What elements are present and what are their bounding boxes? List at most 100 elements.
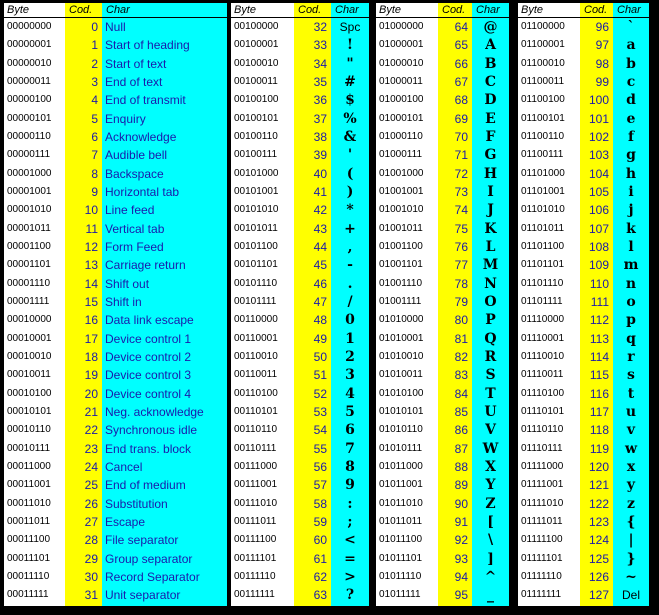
code-cell: 7 (91, 148, 98, 163)
char-cell: t (627, 385, 635, 402)
byte-cell: 00101001 (234, 185, 279, 197)
code-cell: 126 (588, 569, 609, 584)
char-cell: Shift in (105, 294, 142, 309)
table-row: 01100011 99 c (518, 73, 649, 91)
code-cell: 96 (595, 20, 609, 34)
char-cell: j (628, 202, 634, 219)
byte-cell: 01000101 (379, 112, 424, 124)
code-cell: 74 (454, 203, 468, 218)
char-cell: 3 (345, 367, 355, 384)
code-cell: 3 (91, 74, 98, 89)
byte-cell: 01011110 (379, 570, 422, 582)
byte-cell: 01000110 (379, 130, 423, 142)
char-cell: - (347, 257, 353, 274)
byte-cell: 00101111 (234, 295, 277, 307)
char-cell: _ (487, 587, 494, 604)
table-row: 00000010 2 Start of text (4, 55, 227, 73)
header-byte: Byte (521, 4, 544, 16)
byte-cell: 00110000 (234, 314, 278, 326)
table-row: 01001001 73 I (376, 183, 509, 201)
char-cell: ^ (484, 568, 497, 585)
char-cell: Line feed (105, 203, 155, 218)
table-row: 01011011 91 [ (376, 513, 509, 531)
code-cell: 10 (84, 203, 98, 218)
char-cell: Start of text (105, 56, 167, 71)
table-row: 01111010 122 z (518, 495, 649, 513)
byte-cell: 01100111 (521, 149, 564, 161)
byte-cell: 01110011 (521, 369, 564, 381)
byte-cell: 01101110 (521, 277, 564, 289)
table-row: 00100111 39 ' (231, 146, 369, 164)
table-row: 00011101 29 Group separator (4, 550, 227, 568)
char-cell: e (626, 110, 636, 127)
table-row: 01110011 115 s (518, 366, 649, 384)
char-cell: Y (485, 477, 496, 494)
table-row: 01101000 104 h (518, 165, 649, 183)
byte-cell: 01101001 (521, 185, 565, 197)
byte-cell: 01010011 (379, 369, 423, 381)
code-cell: 33 (313, 38, 327, 53)
byte-cell: 00010100 (7, 387, 52, 399)
code-cell: 108 (588, 239, 609, 254)
code-cell: 31 (84, 588, 98, 603)
char-cell: \ (487, 532, 494, 549)
table-row: 01001011 75 K (376, 220, 509, 238)
code-cell: 19 (84, 368, 98, 383)
table-row: 01010001 81 Q (376, 330, 509, 348)
code-cell: 55 (313, 441, 327, 456)
byte-cell: 00100000 (234, 21, 279, 32)
code-cell: 11 (85, 221, 98, 236)
code-cell: 124 (588, 533, 609, 548)
code-cell: 34 (313, 56, 327, 71)
char-cell: ? (345, 587, 355, 604)
code-cell: 39 (313, 148, 327, 163)
code-cell: 25 (84, 478, 98, 493)
byte-cell: 00101101 (234, 259, 278, 271)
table-row: 00011011 27 Escape (4, 513, 227, 531)
code-cell: 24 (84, 459, 98, 474)
table-row: 01010101 85 U (376, 403, 509, 421)
table-row: 01000111 71 G (376, 146, 509, 164)
byte-cell: 00100001 (234, 39, 279, 51)
char-cell: Vertical tab (105, 221, 165, 236)
table-row: 00100110 38 & (231, 128, 369, 146)
char-cell: Device control 3 (105, 368, 192, 383)
table-row: 01100010 98 b (518, 55, 649, 73)
char-cell: 8 (345, 458, 355, 475)
byte-cell: 00001011 (7, 222, 51, 234)
byte-cell: 00110011 (234, 369, 278, 381)
byte-cell: 01001010 (379, 204, 424, 216)
byte-cell: 01100000 (521, 21, 565, 32)
table-row: 01101011 107 k (518, 220, 649, 238)
code-cell: 98 (595, 56, 609, 71)
table-row: 00110110 54 6 (231, 421, 369, 439)
char-cell: Synchronous idle (105, 423, 198, 438)
char-cell: 0 (345, 312, 355, 329)
byte-cell: 01111000 (521, 460, 564, 472)
byte-cell: 00111000 (234, 460, 278, 472)
byte-cell: 00001100 (7, 240, 51, 252)
char-cell: p (626, 312, 636, 329)
table-row: 00001000 8 Backspace (4, 165, 227, 183)
table-row: 01100111 103 g (518, 146, 649, 164)
byte-cell: 00111111 (234, 589, 275, 601)
cod-column (294, 3, 331, 606)
table-block-3: Byte Cod. Char 01000000 64 @01000001 65 A 010000… (376, 3, 509, 606)
code-cell: 60 (313, 533, 327, 548)
code-cell: 73 (454, 184, 468, 199)
code-cell: 45 (313, 258, 327, 273)
byte-cell: 00110010 (234, 350, 278, 362)
table-row: 00010000 16 Data link escape (4, 311, 227, 329)
table-row: 01010100 84 T (376, 385, 509, 403)
table-row: 00100000 32 Spc (231, 18, 369, 36)
code-cell: 125 (588, 551, 609, 566)
char-cell: End of medium (105, 478, 186, 493)
code-cell: 64 (454, 20, 468, 34)
byte-cell: 01111100 (521, 534, 563, 546)
byte-cell: 00010010 (7, 350, 52, 362)
byte-cell: 00000110 (7, 130, 51, 142)
byte-cell: 00110111 (234, 442, 277, 454)
table-row: 00100100 36 $ (231, 91, 369, 109)
code-cell: 109 (588, 258, 609, 273)
byte-cell: 00011110 (7, 570, 50, 582)
